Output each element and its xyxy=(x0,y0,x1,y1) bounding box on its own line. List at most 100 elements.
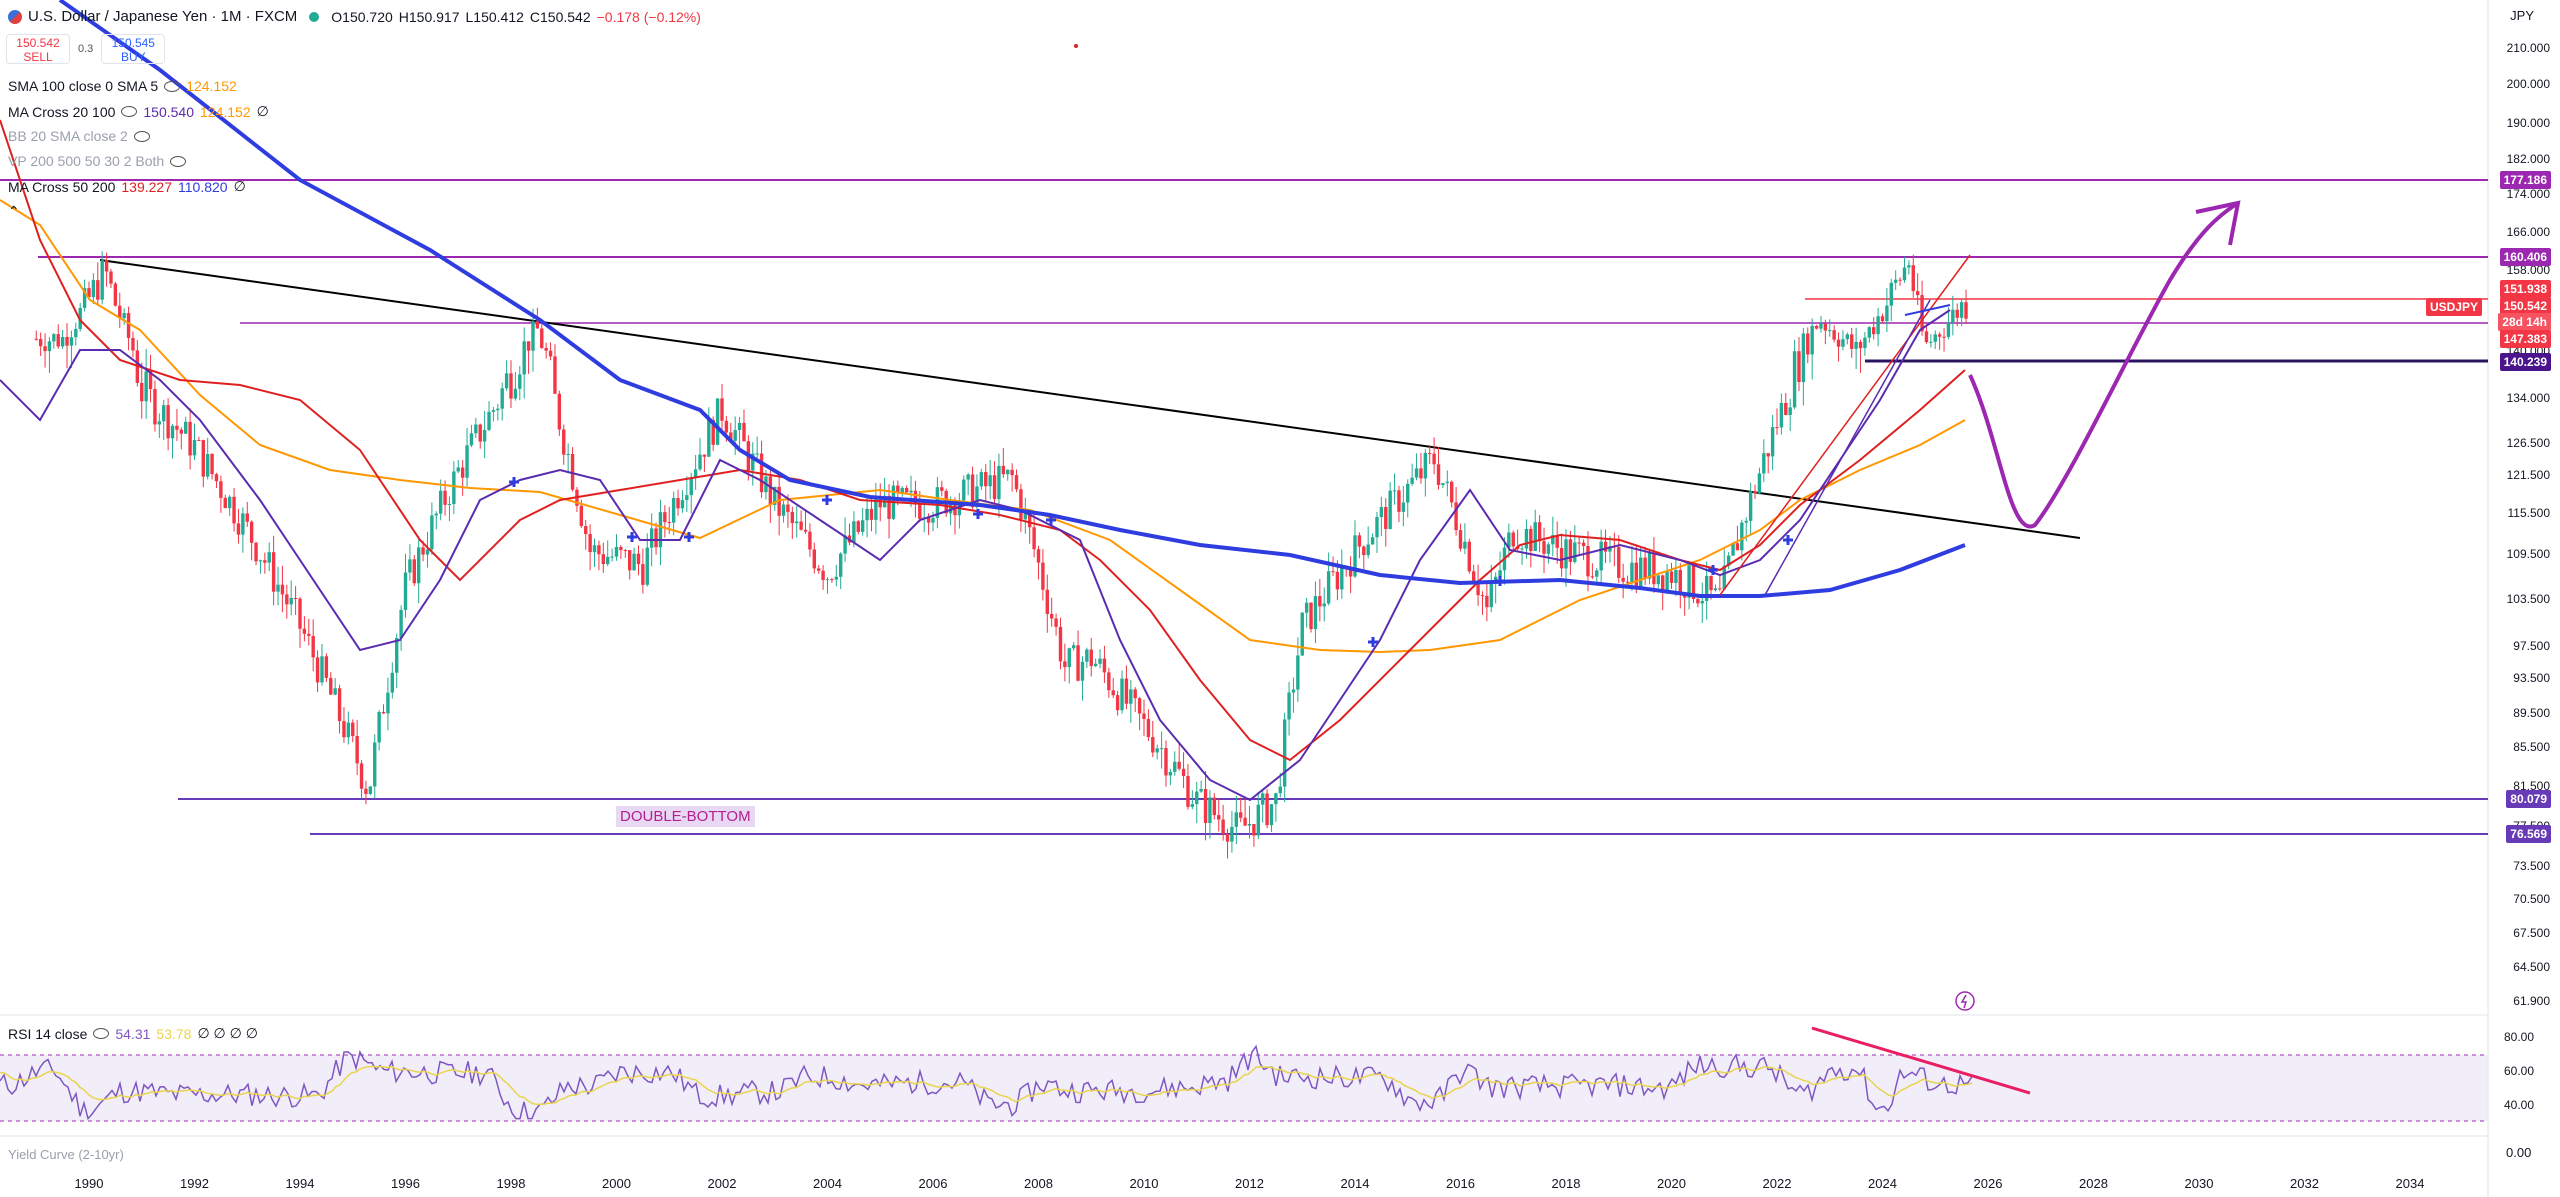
price-tag[interactable]: 140.239 xyxy=(2499,353,2551,371)
candle-body xyxy=(223,497,227,509)
candle-body xyxy=(1876,316,1880,335)
candle-body xyxy=(909,490,913,493)
price-tag[interactable]: 28d 14h xyxy=(2498,313,2551,331)
candle-body xyxy=(1559,547,1564,569)
rsi-header[interactable]: RSI 14 close 54.31 53.78 ∅ ∅ ∅ ∅ xyxy=(8,1025,258,1042)
candle-body xyxy=(693,469,698,478)
candle-body xyxy=(548,350,553,357)
channel-line-1[interactable] xyxy=(1719,254,1971,596)
candle-body xyxy=(342,721,346,738)
candle-body xyxy=(91,280,96,298)
rsi-divergence-line[interactable] xyxy=(1811,1026,2031,1095)
chart-header: U.S. Dollar / Japanese Yen · 1M · FXCM O… xyxy=(8,8,701,25)
descending-trendline[interactable] xyxy=(99,259,2081,539)
indicator-vp[interactable]: VP 200 500 50 30 2 Both xyxy=(8,153,187,169)
candle-body xyxy=(373,742,377,787)
symbol-title[interactable]: U.S. Dollar / Japanese Yen · 1M · FXCM xyxy=(28,8,298,25)
price-tag[interactable]: 160.406 xyxy=(2499,248,2551,266)
candle-body xyxy=(364,788,368,794)
candle-body xyxy=(421,547,425,555)
price-tag[interactable]: 151.938 xyxy=(2499,280,2551,298)
ma-red[interactable] xyxy=(0,119,1966,762)
candle-body xyxy=(579,505,584,527)
candle-body xyxy=(715,398,720,445)
eye-icon[interactable] xyxy=(164,80,181,92)
price-tick-label: 93.500 xyxy=(2513,671,2550,685)
rsi-ma-line[interactable] xyxy=(0,1065,1973,1105)
time-tick-label: 2024 xyxy=(1868,1176,1897,1191)
time-tick-label: 2000 xyxy=(602,1176,631,1191)
candle-body xyxy=(434,513,438,516)
candle-body xyxy=(1397,490,1401,512)
sma-100-blue[interactable] xyxy=(58,0,1966,598)
candle-body xyxy=(438,490,443,514)
eye-off-icon[interactable] xyxy=(170,155,187,167)
candle-body xyxy=(43,346,47,352)
collapse-indicators[interactable]: ⌃ xyxy=(8,203,20,220)
candle-body xyxy=(676,498,680,509)
eye-icon[interactable] xyxy=(93,1028,110,1039)
projection-arrow-head[interactable] xyxy=(2195,200,2241,246)
candle-body xyxy=(1885,305,1889,322)
candle-body xyxy=(1023,511,1028,520)
candle-body xyxy=(627,550,632,571)
candle-body xyxy=(157,421,162,425)
candle-body xyxy=(1498,570,1502,577)
time-tick-label: 2032 xyxy=(2290,1176,2319,1191)
candle-body xyxy=(1476,581,1480,596)
candle-body xyxy=(329,677,333,695)
indicator-ma-cross-50-200[interactable]: MA Cross 50 200 139.227 110.820 ∅ xyxy=(8,178,246,195)
indicator-bb[interactable]: BB 20 SMA close 2 xyxy=(8,128,150,144)
yield-curve-label[interactable]: Yield Curve (2-10yr) xyxy=(8,1147,124,1162)
candle-body xyxy=(1085,649,1089,662)
symbol-tag[interactable]: USDJPY xyxy=(2425,298,2482,316)
price-tick-label: 89.500 xyxy=(2513,706,2550,720)
chevron-up-icon[interactable]: ⌃ xyxy=(8,203,20,219)
price-tag[interactable]: 80.079 xyxy=(2506,790,2551,808)
candle-body xyxy=(1155,748,1159,753)
price-tag[interactable]: 76.569 xyxy=(2506,825,2551,843)
eye-icon[interactable] xyxy=(121,106,138,117)
candle-body xyxy=(781,504,786,516)
candle-body xyxy=(768,476,773,505)
ma-orange[interactable] xyxy=(0,199,1966,654)
candle-body xyxy=(865,508,869,521)
candle-body xyxy=(1080,661,1085,681)
candle-body xyxy=(1937,334,1942,337)
candle-body xyxy=(140,382,144,402)
indicator-sma100[interactable]: SMA 100 close 0 SMA 5 124.152 xyxy=(8,78,237,94)
ma-purple[interactable] xyxy=(0,309,1951,802)
eye-off-icon[interactable] xyxy=(133,130,150,142)
candle-body xyxy=(984,472,988,487)
candle-body xyxy=(447,503,452,505)
candle-body xyxy=(1243,817,1247,826)
price-tag[interactable]: 177.186 xyxy=(2499,171,2551,189)
candle-body xyxy=(56,334,60,347)
candle-body xyxy=(1643,557,1647,579)
candle-body xyxy=(1454,502,1458,531)
candle-body xyxy=(1959,302,1964,318)
horizontal-levels[interactable] xyxy=(0,179,2488,835)
rsi-line[interactable] xyxy=(0,1044,1973,1121)
sell-button[interactable]: 150.542 SELL xyxy=(6,34,70,64)
price-tag[interactable]: 147.383 xyxy=(2499,330,2551,348)
indicator-ma-cross-20-100[interactable]: MA Cross 20 100 150.540 124.152 ∅ xyxy=(8,103,269,120)
sell-label: SELL xyxy=(23,50,53,64)
double-bottom-label[interactable]: DOUBLE-BOTTOM xyxy=(616,806,755,827)
projection-curve[interactable] xyxy=(1968,203,2237,529)
channel-line-2[interactable] xyxy=(1764,299,1931,596)
buy-button[interactable]: 150.545 BUY xyxy=(101,34,166,64)
candle-body xyxy=(1036,549,1041,563)
candle-body xyxy=(751,453,755,471)
candle-body xyxy=(267,552,271,563)
alert-icon[interactable] xyxy=(1955,991,1975,1011)
candle-body xyxy=(1318,596,1322,607)
time-tick-label: 2018 xyxy=(1552,1176,1581,1191)
candle-body xyxy=(663,512,667,523)
rsi-tick-label: 80.00 xyxy=(2504,1030,2534,1044)
price-tag[interactable]: 150.542 xyxy=(2499,297,2551,315)
short-line[interactable] xyxy=(1904,304,1951,316)
candle-body xyxy=(852,521,856,543)
price-tick-label: 109.500 xyxy=(2507,547,2551,561)
